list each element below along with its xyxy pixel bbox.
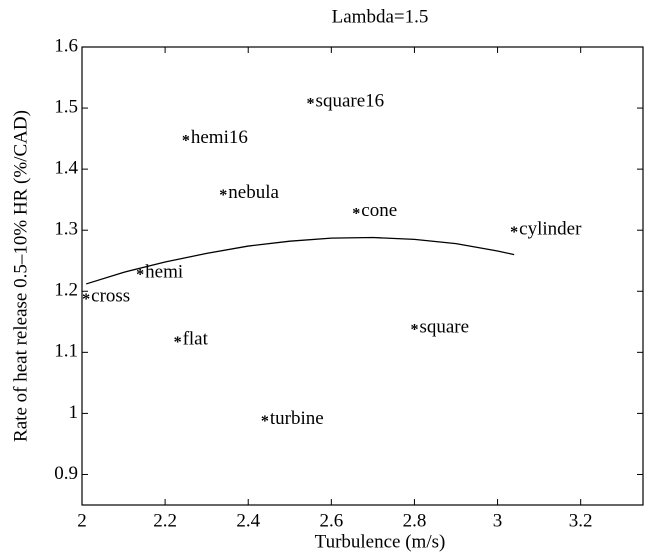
point-label: cross [91, 286, 130, 307]
x-tick-label: 2.4 [236, 510, 260, 531]
point-marker: * [174, 334, 182, 351]
point-marker: * [182, 132, 190, 149]
x-tick-label: 3.2 [569, 510, 593, 531]
y-tick-label: 0.9 [54, 463, 78, 484]
y-tick-label: 1 [69, 402, 79, 423]
point-label: flat [183, 328, 209, 349]
x-tick-label: 2.2 [153, 510, 177, 531]
y-axis-label: Rate of heat release 0.5–10% HR (%/CAD) [10, 110, 31, 442]
y-tick-label: 1.4 [54, 157, 78, 178]
point-marker: * [510, 224, 518, 241]
y-tick-label: 1.2 [54, 280, 78, 301]
point-marker: * [136, 267, 144, 284]
point-label: hemi16 [191, 127, 248, 148]
x-tick-label: 2 [77, 510, 87, 531]
y-tick-label: 1.6 [54, 35, 78, 56]
point-label: square16 [316, 90, 385, 111]
point-marker: * [352, 206, 360, 223]
point-label: turbine [270, 408, 324, 429]
point-marker: * [82, 291, 90, 308]
y-tick-label: 1.3 [54, 219, 78, 240]
fit-curve [85, 236, 515, 285]
chart-title: Lambda=1.5 [332, 6, 429, 27]
point-marker: * [261, 413, 269, 430]
point-label: hemi [145, 261, 183, 282]
x-tick-label: 3 [493, 510, 503, 531]
point-label: square [419, 316, 469, 337]
plot-frame [81, 46, 644, 506]
point-label: nebula [228, 182, 279, 203]
x-tick-label: 2.8 [403, 510, 427, 531]
point-marker: * [307, 96, 315, 113]
x-axis-label: Turbulence (m/s) [315, 531, 446, 552]
x-tick-label: 2.6 [319, 510, 343, 531]
point-label: cylinder [519, 219, 582, 240]
y-tick-label: 1.1 [54, 341, 78, 362]
y-tick-label: 1.5 [54, 96, 78, 117]
point-label: cone [361, 200, 397, 221]
point-marker: * [219, 187, 227, 204]
point-marker: * [410, 322, 418, 339]
